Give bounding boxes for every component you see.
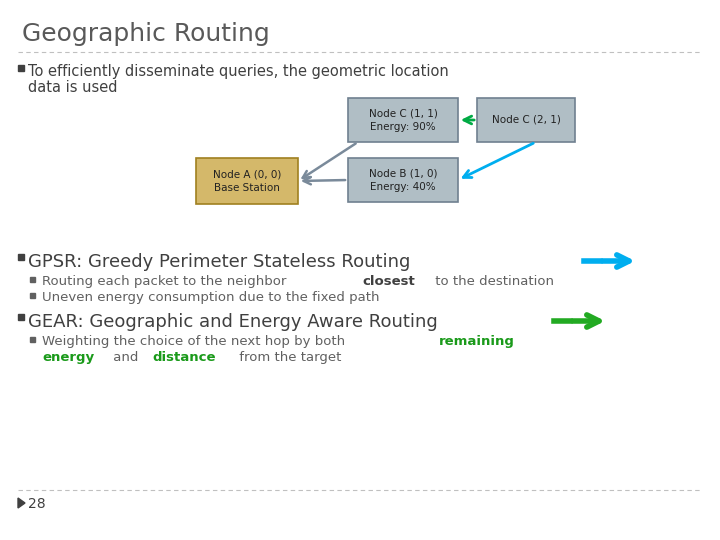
Text: and: and xyxy=(109,351,143,364)
Text: data is used: data is used xyxy=(28,80,117,95)
Polygon shape xyxy=(18,498,25,508)
Polygon shape xyxy=(18,314,24,320)
Text: remaining: remaining xyxy=(438,335,515,348)
Text: GPSR: Greedy Perimeter Stateless Routing: GPSR: Greedy Perimeter Stateless Routing xyxy=(28,253,410,271)
FancyBboxPatch shape xyxy=(348,158,458,202)
FancyBboxPatch shape xyxy=(348,98,458,142)
Text: Node B (1, 0)
Energy: 40%: Node B (1, 0) Energy: 40% xyxy=(369,168,437,192)
Text: GEAR: Geographic and Energy Aware Routing: GEAR: Geographic and Energy Aware Routin… xyxy=(28,313,438,331)
Text: To efficiently disseminate queries, the geometric location: To efficiently disseminate queries, the … xyxy=(28,64,449,79)
Polygon shape xyxy=(30,277,35,281)
Polygon shape xyxy=(18,254,24,260)
Text: Node C (1, 1)
Energy: 90%: Node C (1, 1) Energy: 90% xyxy=(369,109,438,132)
Text: 28: 28 xyxy=(28,497,45,511)
Polygon shape xyxy=(18,65,24,71)
Text: energy: energy xyxy=(42,351,94,364)
Polygon shape xyxy=(30,337,35,341)
Polygon shape xyxy=(30,293,35,298)
FancyBboxPatch shape xyxy=(196,158,298,204)
FancyBboxPatch shape xyxy=(477,98,575,142)
Text: distance: distance xyxy=(153,351,216,364)
Text: Node C (2, 1): Node C (2, 1) xyxy=(492,115,560,125)
Text: closest: closest xyxy=(363,275,415,288)
Text: Uneven energy consumption due to the fixed path: Uneven energy consumption due to the fix… xyxy=(42,291,379,304)
Text: Node A (0, 0)
Base Station: Node A (0, 0) Base Station xyxy=(213,170,282,193)
Text: Routing each packet to the neighbor: Routing each packet to the neighbor xyxy=(42,275,291,288)
Text: Geographic Routing: Geographic Routing xyxy=(22,22,270,46)
Text: from the target: from the target xyxy=(235,351,341,364)
Text: to the destination: to the destination xyxy=(431,275,554,288)
Text: Weighting the choice of the next hop by both: Weighting the choice of the next hop by … xyxy=(42,335,349,348)
